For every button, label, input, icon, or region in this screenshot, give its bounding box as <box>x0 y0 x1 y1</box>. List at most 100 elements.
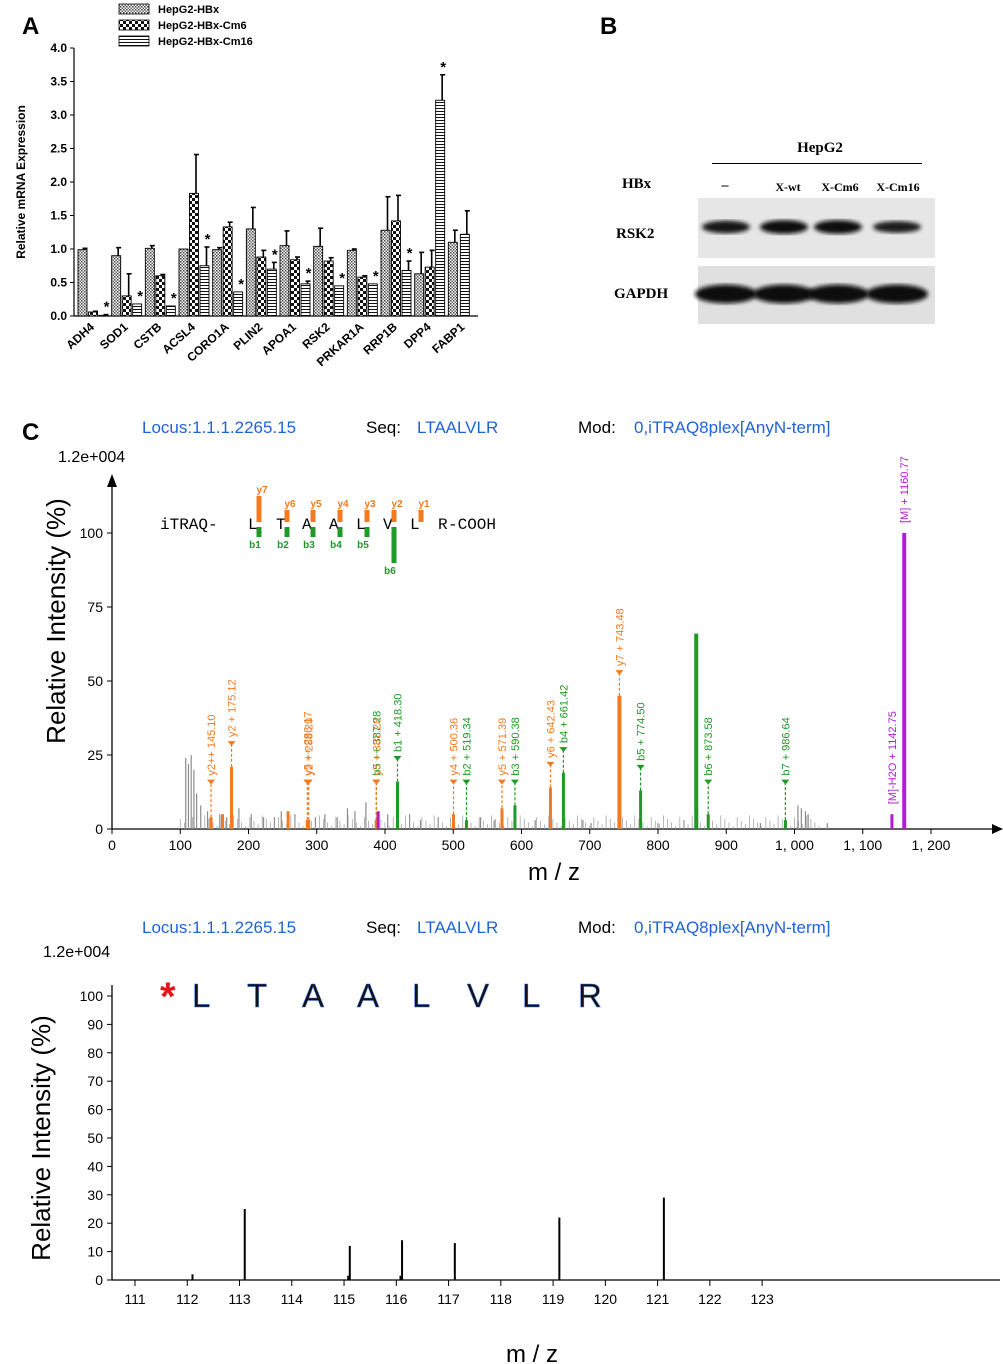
ion-label: y2 + 288.20 <box>304 718 316 776</box>
sequence-residue: L <box>248 516 258 534</box>
x-tick-label: 118 <box>490 1291 513 1307</box>
ion-marker <box>781 779 790 785</box>
x-tick-label: 119 <box>542 1291 565 1307</box>
y-axis-label: Relative mRNA Expression <box>14 105 28 259</box>
y-tick-label: 0.0 <box>50 309 67 323</box>
sequence-residue: A <box>302 516 312 534</box>
ion-label: b5 ++ 387.28 <box>371 711 383 776</box>
sequence-suffix: -COOH <box>448 516 496 534</box>
x-tick-label: 117 <box>437 1291 460 1307</box>
significance-marker: * <box>104 299 110 316</box>
blot-row-label: RSK2 <box>616 226 655 242</box>
y-tick-label: 80 <box>87 1045 103 1061</box>
b-ion-bar <box>364 527 370 537</box>
blot-hbx-label: HBx <box>622 176 652 192</box>
ion-label: y2++ 145.10 <box>206 714 218 775</box>
x-tick-label: 400 <box>373 837 397 853</box>
y-tick-label: 20 <box>87 1215 103 1231</box>
bar <box>165 305 176 317</box>
bar <box>266 268 277 317</box>
y-axis-label: Relative Intensity (%) <box>26 1015 56 1261</box>
x-tick-label: 900 <box>715 837 739 853</box>
x-tick-label: 116 <box>385 1291 408 1307</box>
x-tick-label: 100 <box>169 837 193 853</box>
ion-label: b7 + 986.64 <box>780 717 792 775</box>
ion-label: b2 + 519.34 <box>461 717 473 775</box>
bar <box>334 285 345 317</box>
bar <box>178 248 189 317</box>
sequence-residue: L <box>410 516 420 534</box>
sequence-residue: L <box>356 516 366 534</box>
x-tick-label: 122 <box>698 1291 722 1307</box>
significance-marker: * <box>339 270 345 287</box>
x-axis-label: m / z <box>528 859 580 886</box>
ion-label: y4 + 500.36 <box>448 718 460 776</box>
ion-label: y6 + 642.43 <box>545 700 557 758</box>
y-axis-label: Relative Intensity (%) <box>41 498 71 744</box>
legend-swatch <box>118 3 150 15</box>
x-tick-label: 123 <box>750 1291 774 1307</box>
y-tick-label: 70 <box>87 1073 103 1089</box>
x-tick-label: 500 <box>442 837 466 853</box>
bar <box>357 276 368 317</box>
y-ion-label: y5 <box>310 499 322 510</box>
x-tick-label: 112 <box>176 1291 199 1307</box>
y-tick-label: 10 <box>87 1244 103 1260</box>
b-ion-label: b1 <box>249 540 261 551</box>
bar <box>279 245 290 317</box>
bar <box>245 228 256 317</box>
bar <box>435 99 446 317</box>
sequence-letter: L <box>522 977 540 1014</box>
x-tick-label: ADH4 <box>63 320 97 352</box>
ms-spectrum-bottom: Locus:1.1.1.2265.15 Seq: LTAALVLR Mod: 0,iTR… <box>26 918 1000 1364</box>
y-ion-bar <box>284 510 290 522</box>
y-axis-arrow <box>107 474 117 487</box>
y-ion-label: y2 <box>391 499 403 510</box>
y-ion-bar <box>364 510 370 522</box>
ion-marker <box>227 741 236 747</box>
legend-label: HepG2-HBx-Cm6 <box>158 20 247 32</box>
b-ion-bar <box>337 527 343 537</box>
blot-band <box>866 284 928 304</box>
x-tick-label: 700 <box>578 837 602 853</box>
ion-label: y5 + 571.39 <box>497 718 509 776</box>
bar <box>447 241 458 317</box>
x-tick-label: 1, 200 <box>912 837 951 853</box>
y-tick-label: 100 <box>80 525 104 541</box>
y-tick-label: 1.5 <box>50 209 67 223</box>
y-ion-label: y4 <box>337 499 349 510</box>
ion-marker <box>393 755 402 761</box>
locus-label: Locus:1.1.1.2265.15 <box>142 918 296 937</box>
x-tick-label: SOD1 <box>97 320 131 352</box>
sequence-residue: R <box>438 516 448 534</box>
seq-label: Seq: <box>366 918 401 937</box>
y-tick-label: 3.5 <box>50 75 67 89</box>
ion-marker <box>304 779 313 785</box>
sequence-letter: V <box>467 977 489 1014</box>
bar <box>459 233 470 317</box>
legend-swatch <box>118 19 150 31</box>
bar <box>132 303 143 317</box>
y-tick-label: 1.0 <box>50 242 67 256</box>
seq-value: LTAALVLR <box>417 418 498 437</box>
x-tick-label: 114 <box>281 1291 304 1307</box>
x-tick-label: 200 <box>237 837 261 853</box>
ion-marker <box>510 779 519 785</box>
significance-marker: * <box>373 268 379 285</box>
x-tick-label: 1, 000 <box>775 837 814 853</box>
x-tick-label: 113 <box>228 1291 251 1307</box>
ion-label: [M] + 1160.77 <box>899 456 911 523</box>
x-tick-label: APOA1 <box>259 320 299 358</box>
blot-band <box>702 220 750 234</box>
bar <box>233 291 244 317</box>
blot-lane-label: X-Cm6 <box>821 180 859 194</box>
sequence-residue: A <box>329 516 339 534</box>
mod-label: Mod: <box>578 418 616 437</box>
ion-marker <box>546 761 555 767</box>
ion-label: [M]-H2O + 1142.75 <box>887 711 899 804</box>
y-tick-label: 0.5 <box>50 276 67 290</box>
blot-image <box>695 198 935 324</box>
bar <box>121 295 132 317</box>
ion-marker <box>497 779 506 785</box>
